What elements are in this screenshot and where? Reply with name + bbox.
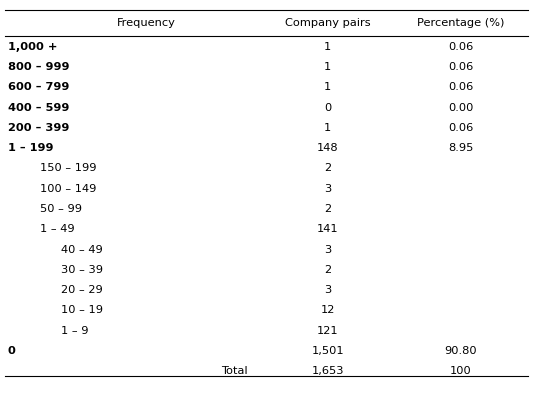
Text: 1: 1 — [324, 62, 332, 72]
Text: 0.00: 0.00 — [448, 103, 474, 112]
Text: Company pairs: Company pairs — [285, 18, 370, 28]
Text: 0: 0 — [324, 103, 332, 112]
Text: 30 – 39: 30 – 39 — [61, 265, 103, 275]
Text: 0.06: 0.06 — [448, 123, 474, 133]
Text: 400 – 599: 400 – 599 — [8, 103, 69, 112]
Text: Frequency: Frequency — [117, 18, 176, 28]
Text: 1,000 +: 1,000 + — [8, 42, 58, 52]
Text: 200 – 399: 200 – 399 — [8, 123, 69, 133]
Text: 141: 141 — [317, 224, 338, 234]
Text: 1: 1 — [324, 123, 332, 133]
Text: 1,653: 1,653 — [312, 366, 344, 376]
Text: 3: 3 — [324, 245, 332, 255]
Text: 600 – 799: 600 – 799 — [8, 82, 69, 92]
Text: 1,501: 1,501 — [311, 346, 344, 356]
Text: 0.06: 0.06 — [448, 82, 474, 92]
Text: 121: 121 — [317, 326, 338, 336]
Text: 2: 2 — [324, 163, 332, 173]
Text: 8.95: 8.95 — [448, 143, 474, 153]
Text: 12: 12 — [321, 306, 335, 315]
Text: 3: 3 — [324, 285, 332, 295]
Text: 800 – 999: 800 – 999 — [8, 62, 69, 72]
Text: 2: 2 — [324, 265, 332, 275]
Text: 0.06: 0.06 — [448, 62, 474, 72]
Text: 2: 2 — [324, 204, 332, 214]
Text: 50 – 99: 50 – 99 — [40, 204, 82, 214]
Text: 1: 1 — [324, 82, 332, 92]
Text: 100: 100 — [450, 366, 472, 376]
Text: 1 – 199: 1 – 199 — [8, 143, 53, 153]
Text: 1: 1 — [324, 42, 332, 52]
Text: 0.06: 0.06 — [448, 42, 474, 52]
Text: 0: 0 — [8, 346, 16, 356]
Text: 3: 3 — [324, 184, 332, 194]
Text: 20 – 29: 20 – 29 — [61, 285, 103, 295]
Text: 40 – 49: 40 – 49 — [61, 245, 103, 255]
Text: 90.80: 90.80 — [445, 346, 478, 356]
Text: 1 – 49: 1 – 49 — [40, 224, 75, 234]
Text: 150 – 199: 150 – 199 — [40, 163, 96, 173]
Text: Percentage (%): Percentage (%) — [417, 18, 505, 28]
Text: 1 – 9: 1 – 9 — [61, 326, 89, 336]
Text: 100 – 149: 100 – 149 — [40, 184, 96, 194]
Text: 10 – 19: 10 – 19 — [61, 306, 103, 315]
Text: 148: 148 — [317, 143, 338, 153]
Text: Total: Total — [221, 366, 248, 376]
